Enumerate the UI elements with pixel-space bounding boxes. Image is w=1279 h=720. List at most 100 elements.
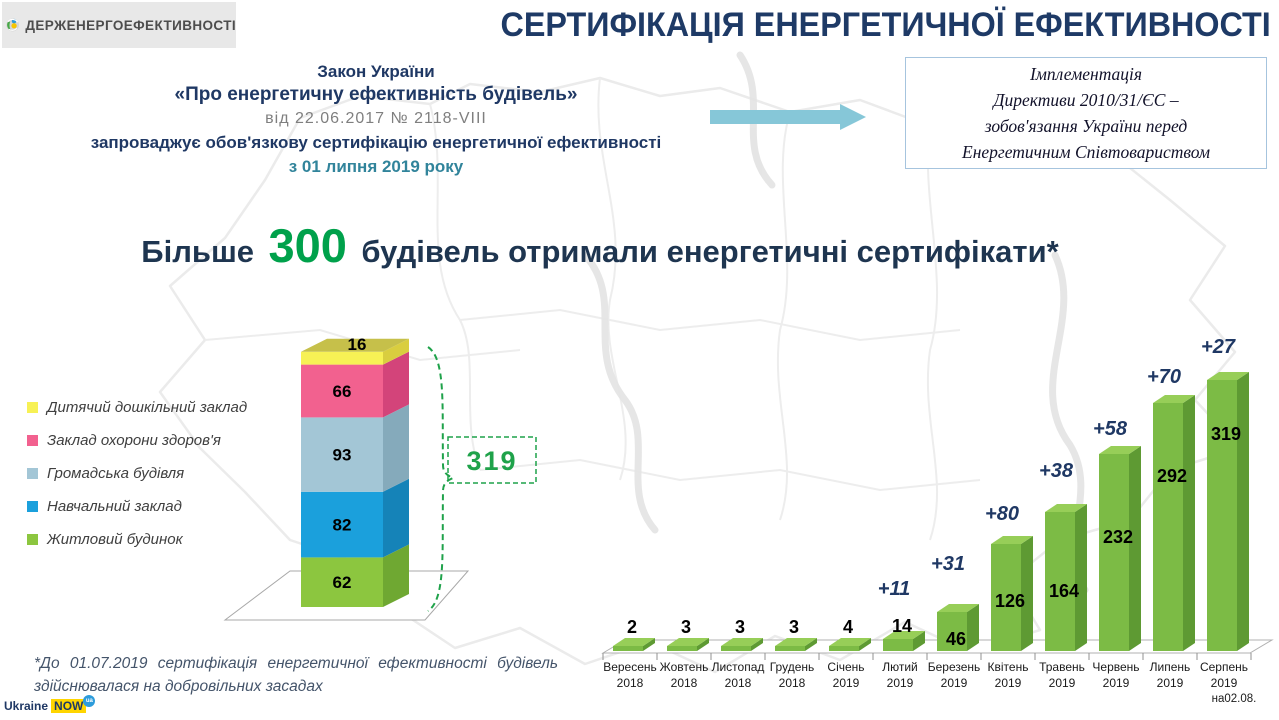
month-label: Березень xyxy=(928,660,981,674)
segment-value: 82 xyxy=(333,516,352,535)
ukraine-now-word2: NOW xyxy=(51,699,87,713)
bar-top xyxy=(775,638,817,646)
segment-value: 66 xyxy=(333,382,352,401)
bar-top xyxy=(1153,395,1195,403)
month-label: Серпень xyxy=(1200,660,1248,674)
legend-label: Заклад охорони здоров'я xyxy=(47,432,221,449)
year-label: 2019 xyxy=(833,676,860,690)
legend-label: Житловий будинок xyxy=(47,531,183,548)
bar xyxy=(991,544,1021,651)
bar-value: 3 xyxy=(735,617,745,637)
year-label: 2018 xyxy=(779,676,806,690)
bar-top xyxy=(721,638,763,646)
bar xyxy=(1099,454,1129,651)
stack-segment xyxy=(301,417,383,492)
month-label: Жовтень xyxy=(660,660,709,674)
bar-value: 2 xyxy=(627,617,637,637)
bar-delta: +38 xyxy=(1039,460,1074,482)
stacked-bar-chart: 62 82 93 66 16 319 xyxy=(223,335,537,621)
bar-delta: +27 xyxy=(1201,336,1236,358)
bar xyxy=(613,646,643,651)
brace xyxy=(427,346,456,612)
bar xyxy=(937,612,967,651)
bar xyxy=(1045,512,1075,651)
agency-name: ДЕРЖЕНЕРГОЕФЕКТИВНОСТІ xyxy=(25,17,236,33)
bar xyxy=(883,639,913,651)
directive-line-4: Енергетичним Співтовариством xyxy=(962,142,1210,162)
bar-delta: +11 xyxy=(878,578,910,600)
legend-item: Заклад охорони здоров'я xyxy=(27,432,247,449)
bar-side xyxy=(751,638,763,651)
ukraine-now-ua-badge: ua xyxy=(83,695,96,707)
arrow-shaft xyxy=(710,110,840,124)
stack-segment-side xyxy=(383,544,409,607)
law-line-3: від 22.06.2017 № 2118-VIII xyxy=(265,110,487,127)
stack-segment xyxy=(301,491,383,558)
headline-number: 300 xyxy=(268,219,347,272)
bar xyxy=(829,646,859,651)
directive-line-1: Імплементація xyxy=(1029,64,1143,84)
bar-value: 4 xyxy=(843,617,853,637)
footnote-line-1: *До 01.07.2019 сертифікація енергетичної… xyxy=(34,655,558,672)
bar-side xyxy=(859,638,871,651)
year-label: 2019 xyxy=(1103,676,1130,690)
directive-box: Імплементація Директиви 2010/31/ЄС – зоб… xyxy=(905,57,1267,169)
bar-top xyxy=(1045,504,1087,512)
bar-top xyxy=(937,604,979,612)
bar xyxy=(667,646,697,651)
bar xyxy=(1153,403,1183,651)
month-label: Червень xyxy=(1092,660,1139,674)
bar-top xyxy=(1207,372,1249,380)
agency-logo-icon xyxy=(6,18,19,32)
year-label: 2018 xyxy=(725,676,752,690)
arrow-right-icon xyxy=(710,104,866,130)
month-label: Вересень xyxy=(603,660,657,674)
stack-segment xyxy=(301,351,383,365)
total-value: 319 xyxy=(466,446,517,476)
legend-swatch-icon xyxy=(27,501,38,512)
month-label: Лютий xyxy=(882,660,918,674)
bar-side xyxy=(1183,395,1195,651)
bar xyxy=(721,646,751,651)
bar-top xyxy=(991,536,1033,544)
footnote: *До 01.07.2019 сертифікація енергетичної… xyxy=(34,652,558,698)
bar-side xyxy=(697,638,709,651)
bar-value: 3 xyxy=(789,617,799,637)
stack-segment xyxy=(301,364,383,418)
month-label: Січень xyxy=(827,660,864,674)
legend-label: Громадська будівля xyxy=(47,465,185,482)
legend-item: Навчальний заклад xyxy=(27,498,247,515)
legend-swatch-icon xyxy=(27,435,38,446)
year-label: 2019 xyxy=(1049,676,1076,690)
legend-swatch-icon xyxy=(27,468,38,479)
bar-side xyxy=(913,631,925,651)
directive-line-2: Директиви 2010/31/ЄС – xyxy=(993,90,1179,110)
year-label: 2019 xyxy=(941,676,968,690)
legend-label: Дитячий дошкільний заклад xyxy=(47,399,248,416)
law-line-5: з 01 липня 2019 року xyxy=(288,157,464,176)
bar-delta: +80 xyxy=(985,503,1019,525)
ukraine-now-word1: Ukraine xyxy=(4,699,49,713)
bar-value: 232 xyxy=(1103,527,1133,547)
year-label: 2019 xyxy=(887,676,914,690)
bar-side xyxy=(1129,446,1141,651)
footnote-line-2: здійснювалася на добровільних засадах xyxy=(34,678,323,695)
bar-top xyxy=(829,638,871,646)
stack-segment-side xyxy=(383,404,409,492)
page-title: СЕРТИФІКАЦІЯ ЕНЕРГЕТИЧНОЇ ЕФЕКТИВНОСТІ xyxy=(500,6,1271,44)
month-label: Грудень xyxy=(770,660,815,674)
year-label: 2019 xyxy=(1211,676,1238,690)
law-line-2: «Про енергетичну ефективність будівель» xyxy=(174,84,578,105)
law-block: Закон України «Про енергетичну ефективні… xyxy=(38,60,714,179)
month-label: Листопад xyxy=(712,660,765,674)
legend-label: Навчальний заклад xyxy=(47,498,182,515)
year-label: 2018 xyxy=(671,676,698,690)
headline-prefix: Більше xyxy=(141,234,255,269)
year-label: 2019 xyxy=(995,676,1022,690)
bar-value: 164 xyxy=(1049,581,1079,601)
bar-side xyxy=(1021,536,1033,651)
legend-item: Громадська будівля xyxy=(27,465,247,482)
ukraine-now-logo: Ukraine NOW ua xyxy=(4,695,96,713)
stack-segment xyxy=(301,557,383,607)
